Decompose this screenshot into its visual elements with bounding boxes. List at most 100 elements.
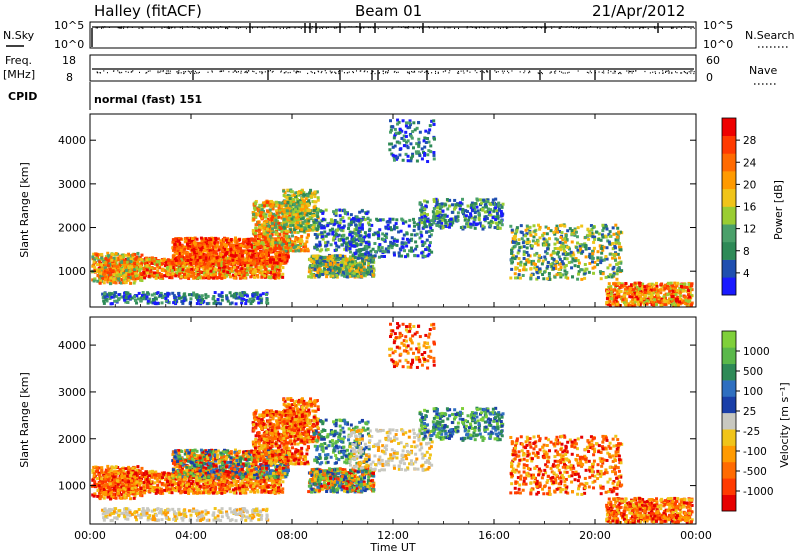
power-echo <box>457 211 460 214</box>
power-echo <box>346 237 349 240</box>
power-echo <box>241 254 244 257</box>
power-echo <box>218 273 221 276</box>
power-echo <box>219 239 222 242</box>
power-echo <box>429 144 432 147</box>
power-echo <box>293 203 296 206</box>
nsearch-point <box>450 27 451 28</box>
nave-point <box>620 73 621 74</box>
power-echo <box>423 152 426 155</box>
power-echo <box>173 248 176 251</box>
power-echo <box>402 119 405 122</box>
nsearch-point <box>123 28 124 29</box>
power-echo <box>339 254 342 257</box>
power-echo <box>259 271 262 274</box>
power-echo <box>301 217 304 220</box>
power-echo <box>389 119 392 122</box>
power-echo <box>266 201 269 204</box>
power-echo <box>467 225 470 228</box>
nave-point <box>565 72 566 73</box>
nsearch-point <box>194 27 195 28</box>
power-echo <box>283 258 286 261</box>
nave-point <box>356 70 357 71</box>
nsearch-point <box>662 28 663 29</box>
nave-point <box>480 71 481 72</box>
nave-point <box>685 72 686 73</box>
power-echo <box>255 254 258 257</box>
power-echo <box>281 273 284 276</box>
power-echo <box>441 202 444 205</box>
power-echo <box>433 198 436 201</box>
power-echo <box>306 214 309 217</box>
power-echo <box>459 208 462 211</box>
nsearch-point <box>218 28 219 29</box>
nave-point <box>542 73 543 74</box>
power-echo <box>300 235 303 238</box>
power-echo <box>407 155 410 158</box>
nsearch-point <box>635 26 636 27</box>
power-echo <box>199 259 202 262</box>
power-echo <box>409 142 412 145</box>
nsearch-point <box>576 27 577 28</box>
nsearch-point <box>512 26 513 27</box>
nave-point <box>246 72 247 73</box>
power-echo <box>245 251 248 254</box>
power-echo <box>324 271 327 274</box>
power-echo <box>294 208 297 211</box>
nave-point <box>684 71 685 72</box>
power-echo <box>337 245 340 248</box>
nsearch-point <box>573 27 574 28</box>
power-echo <box>264 236 267 239</box>
power-echo <box>362 272 365 275</box>
power-echo <box>399 147 402 150</box>
power-echo <box>304 245 307 248</box>
power-echo <box>207 276 210 279</box>
power-echo <box>149 270 152 273</box>
power-echo <box>269 258 272 261</box>
power-echo <box>461 198 464 201</box>
nsearch-point <box>336 27 337 28</box>
nsearch-point <box>391 28 392 29</box>
power-echo <box>345 268 348 271</box>
power-echo <box>423 221 426 224</box>
power-echo <box>377 237 380 240</box>
nave-point <box>496 72 497 73</box>
power-echo <box>304 205 307 208</box>
power-echo <box>246 269 249 272</box>
power-echo <box>487 221 490 224</box>
nave-point <box>690 70 691 71</box>
power-echo <box>275 231 278 234</box>
power-echo <box>240 244 243 247</box>
nave-point <box>494 70 495 71</box>
power-echo <box>203 263 206 266</box>
power-echo <box>297 200 300 203</box>
nave-point <box>318 71 319 72</box>
power-echo <box>429 124 432 127</box>
power-echo <box>457 219 460 222</box>
power-echo <box>388 148 391 151</box>
nave-point <box>178 72 179 73</box>
power-echo <box>318 274 321 277</box>
power-echo <box>501 223 504 226</box>
nsearch-point <box>413 27 414 28</box>
power-echo <box>153 271 156 274</box>
power-echo <box>369 268 372 271</box>
power-echo <box>382 238 385 241</box>
power-echo <box>350 267 353 270</box>
nsearch-point <box>103 27 104 28</box>
power-echo <box>413 254 416 257</box>
nsearch-point <box>600 28 601 29</box>
power-echo <box>317 196 320 199</box>
nave-point <box>335 73 336 74</box>
power-echo <box>280 205 283 208</box>
power-echo <box>303 226 306 229</box>
power-echo <box>399 247 402 250</box>
nsearch-point <box>654 27 655 28</box>
power-echo <box>342 220 345 223</box>
nsearch-point <box>612 27 613 28</box>
power-echo <box>332 274 335 277</box>
nave-point <box>428 73 429 74</box>
power-echo <box>187 259 190 262</box>
nave-point <box>360 70 361 71</box>
power-echo <box>198 276 201 279</box>
nave-point <box>538 72 539 73</box>
